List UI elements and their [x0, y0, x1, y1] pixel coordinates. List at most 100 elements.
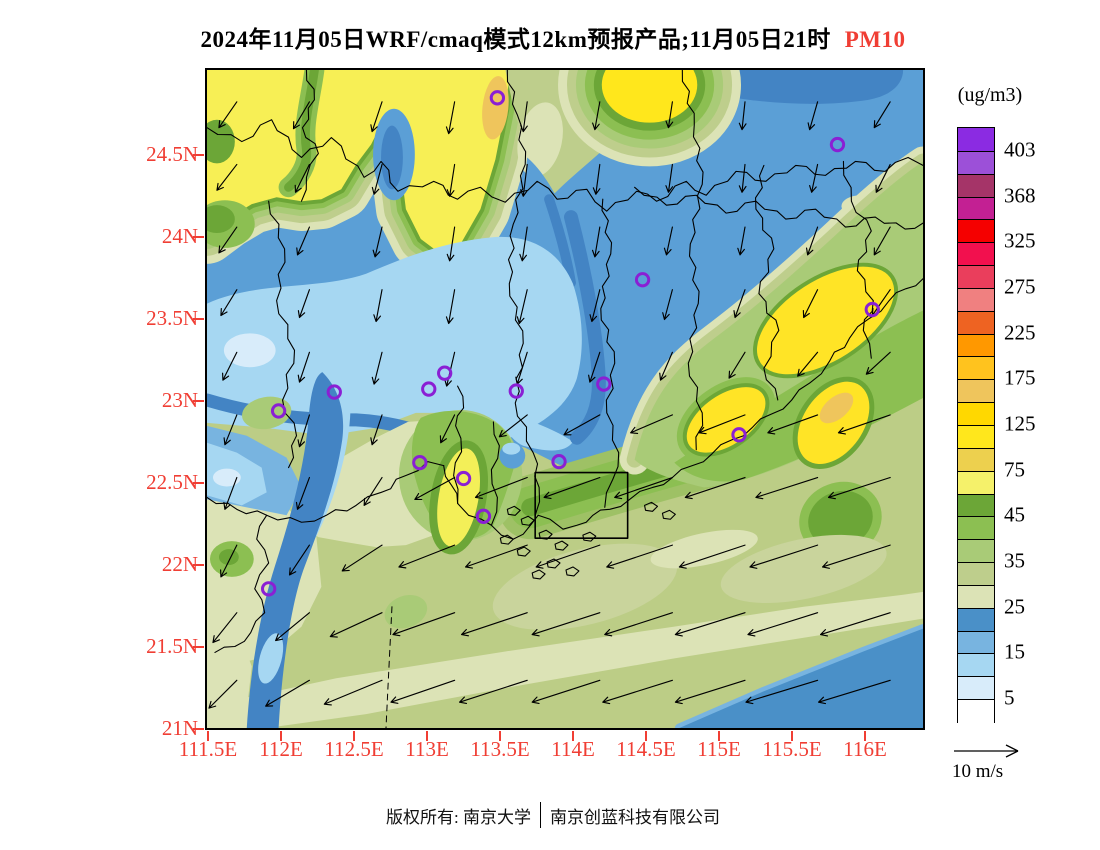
colorbar-segment — [958, 287, 994, 312]
colorbar-segment — [958, 699, 994, 723]
map-region — [600, 198, 620, 508]
map-region — [634, 186, 923, 230]
colorbar-segment — [958, 539, 994, 564]
colorbar-segment — [958, 562, 994, 586]
colorbar-segment — [958, 379, 994, 404]
wind-arrow — [818, 679, 891, 705]
wind-arrow — [602, 679, 673, 705]
wind-arrow — [865, 351, 891, 375]
wind-arrow — [592, 101, 601, 131]
lat-tick-mark — [193, 564, 204, 566]
footer-owner: 版权所有: 南京大学 — [386, 807, 531, 827]
colorbar-segment — [958, 128, 994, 152]
wind-arrow — [674, 612, 746, 637]
wind-arrow — [265, 679, 310, 707]
wind-arrow — [733, 289, 746, 319]
map-region — [661, 509, 676, 520]
map-region — [546, 558, 561, 569]
lat-tick-label: 24N — [161, 224, 198, 248]
lon-tick-mark — [426, 731, 428, 741]
station-marker — [596, 376, 612, 392]
map-region — [517, 102, 563, 177]
wind-arrow — [297, 289, 310, 319]
wind-arrow — [662, 289, 673, 321]
lon-tick-label: 111.5E — [178, 737, 238, 761]
station-marker — [437, 365, 453, 381]
lon-tick-mark — [353, 731, 355, 741]
wind-arrow — [802, 289, 819, 319]
wind-arrow — [665, 163, 674, 193]
map-region — [754, 164, 780, 401]
wind-legend-arrow-icon — [954, 744, 1019, 758]
lon-tick-mark — [280, 731, 282, 741]
map-region — [538, 529, 553, 540]
wind-arrow — [820, 612, 891, 637]
station-marker — [421, 381, 437, 397]
wind-arrow — [614, 476, 673, 500]
wind-arrow — [519, 226, 528, 262]
colorbar-tick-label: 125 — [1004, 411, 1036, 436]
map-region — [207, 618, 252, 728]
map-region — [384, 594, 428, 629]
wind-arrow — [329, 612, 383, 638]
wind-arrow — [520, 163, 528, 197]
wind-arrow — [873, 226, 891, 256]
wind-arrow — [604, 612, 673, 637]
wind-arrow — [543, 476, 601, 500]
wind-arrow — [592, 163, 601, 195]
wind-arrow — [220, 544, 238, 578]
pm10-concentration-map — [207, 70, 923, 728]
wind-arrow — [212, 612, 238, 644]
map-region — [644, 501, 659, 512]
wind-arrow — [674, 679, 746, 705]
wind-arrow — [589, 289, 601, 323]
wind-arrow — [292, 101, 310, 130]
colorbar-segment — [958, 150, 994, 175]
map-region — [212, 468, 241, 487]
colorbar-tick-label: 15 — [1004, 639, 1025, 664]
colorbar-segment — [958, 584, 994, 609]
map-region — [284, 70, 319, 192]
colorbar-segment — [958, 676, 994, 701]
wind-arrow — [745, 679, 819, 705]
wind-arrow — [294, 163, 310, 193]
lat-tick-mark — [193, 400, 204, 402]
wind-arrow — [531, 679, 601, 705]
wind-arrow — [341, 544, 383, 572]
lon-tick-label: 112.5E — [324, 737, 384, 761]
wind-arrow — [275, 612, 310, 642]
station-marker — [326, 384, 342, 400]
wind-arrow — [296, 226, 310, 256]
wind-arrow — [373, 289, 383, 323]
wind-arrow — [563, 414, 601, 436]
colorbar-tick-label: 175 — [1004, 365, 1036, 390]
map-region — [490, 421, 500, 526]
map-region — [565, 566, 580, 577]
station-marker — [270, 403, 287, 419]
map-region — [537, 278, 923, 530]
wind-arrow — [370, 101, 383, 133]
lat-tick-label: 22N — [161, 552, 198, 576]
map-region — [492, 543, 678, 631]
colorbar-segment — [958, 607, 994, 632]
wind-arrow — [738, 101, 747, 131]
map-region — [520, 515, 535, 526]
station-marker — [455, 470, 472, 487]
wind-arrow — [295, 476, 310, 510]
wind-arrow — [665, 101, 674, 129]
lon-tick-label: 115.5E — [762, 737, 822, 761]
colorbar-tick-label: 368 — [1004, 183, 1036, 208]
colorbar-tick-label: 75 — [1004, 457, 1025, 482]
station-marker — [551, 453, 567, 470]
wind-arrow — [678, 544, 746, 569]
lat-tick-mark — [193, 482, 204, 484]
wind-arrow — [398, 544, 456, 569]
wind-arrow — [218, 226, 238, 254]
map-region — [681, 70, 704, 451]
map-region — [218, 549, 239, 565]
wind-arrow — [459, 679, 528, 705]
lon-tick-mark — [791, 731, 793, 741]
map-region — [385, 606, 393, 728]
lat-tick-label: 21.5N — [146, 634, 198, 658]
lat-tick-label: 22.5N — [146, 470, 198, 494]
